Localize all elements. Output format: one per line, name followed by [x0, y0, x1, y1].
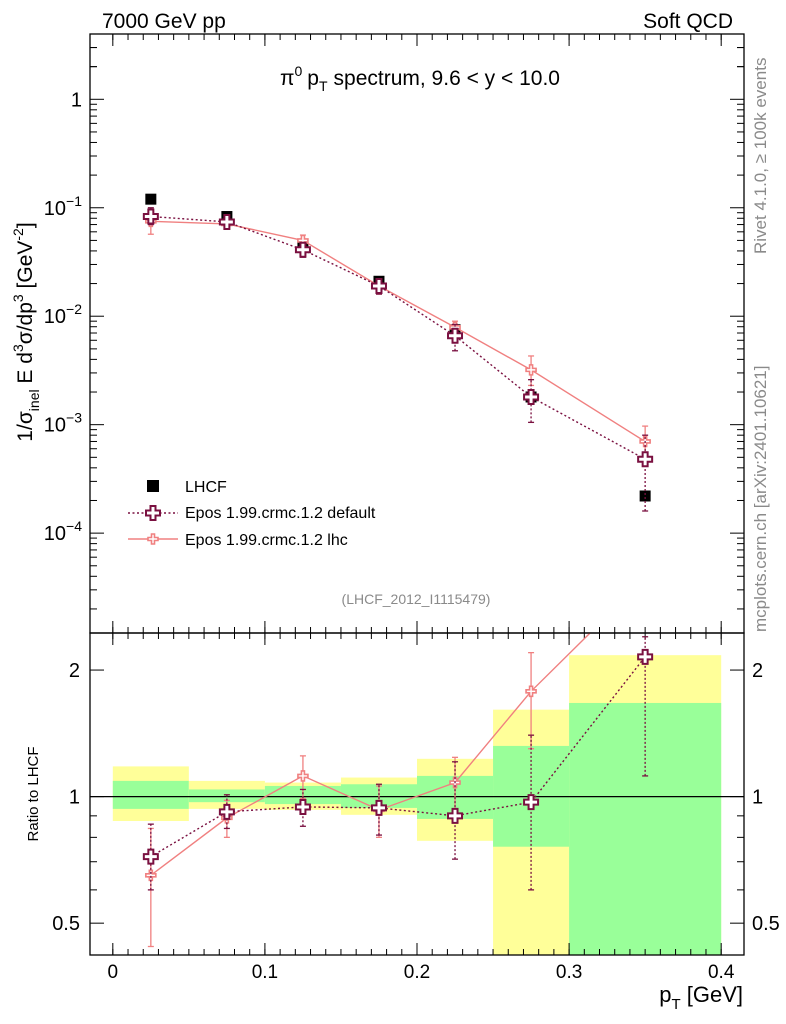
main-y-tick-base: 10: [44, 523, 66, 545]
xlabel-unit: [GeV]: [681, 982, 743, 1007]
ylabel-d: 3: [10, 344, 26, 352]
x-tick-label: 0: [108, 962, 119, 983]
epos-default-line: [150, 215, 646, 460]
epos-default-ratio-marker: [447, 807, 464, 824]
xlabel-p: p: [659, 982, 671, 1007]
ratio-series-group: [142, 574, 654, 948]
epos-lhc-ratio-marker: [145, 869, 157, 882]
epos-default-ratio-marker: [523, 794, 540, 811]
ylabel-a: 1/σ: [14, 411, 37, 442]
ylabel-e: σ/dp: [14, 302, 37, 344]
x-tick-label: 0.1: [252, 962, 278, 983]
ratio-y-tick-label-left: 2: [69, 660, 80, 682]
ylabel-i: ]: [14, 222, 37, 228]
side-mcplots-label: mcplots.cern.ch [arXiv:2401.10621]: [751, 366, 770, 632]
main-y-tick-base: 10: [44, 306, 66, 328]
main-y-tick-label: 10−1: [44, 193, 82, 220]
ratio-band-green: [112, 780, 189, 809]
epos-default-marker: [370, 277, 387, 294]
ratio-panel-frame: [89, 632, 745, 956]
epos-default-marker: [142, 208, 159, 225]
ratio-y-axis-label: Ratio to LHCF: [25, 746, 42, 841]
x-axis-label: pT [GeV]: [659, 982, 743, 1013]
main-panel: 110−110−210−310−4 π0 pT spectrum, 9.6 < y …: [10, 33, 745, 634]
x-tick-label: 0.4: [708, 962, 735, 983]
main-y-tick-base: 1: [71, 89, 82, 111]
main-y-tick-label: 1: [71, 89, 82, 111]
epos-default-marker: [294, 241, 311, 258]
legend-lhc-marker: [147, 533, 159, 545]
lhcf-data-point: [145, 193, 157, 205]
main-y-axis-label: 1/σinel E d3σ/dp3 [GeV-2]: [10, 222, 42, 441]
ylabel-c: E d: [14, 352, 37, 389]
epos-default-ratio-marker: [294, 798, 311, 815]
ratio-y-tick-label-right: 1: [752, 787, 763, 809]
epos-default-ratio-marker: [370, 799, 387, 816]
ylabel-b: inel: [26, 389, 42, 411]
xlabel-sub: T: [671, 996, 680, 1013]
x-tick-label: 0.2: [404, 962, 430, 983]
epos-default-marker: [447, 327, 464, 344]
main-y-tick-label: 10−4: [44, 518, 82, 545]
epos-default-marker: [523, 388, 540, 405]
epos-lhc-marker: [525, 364, 537, 376]
epos-lhc-ratio-marker: [640, 574, 650, 584]
header-collision-label: 7000 GeV pp: [102, 10, 226, 33]
ratio-y-tick-label-right: 2: [752, 660, 763, 682]
main-y-tick-exponent: −3: [66, 410, 82, 426]
ratio-panel: 0 0.1 0.2 0.3 0.4 0.5 0.5 1 1 2 2 Ratio to LHCF pT…: [25, 574, 780, 1013]
analysis-id-label: (LHCF_2012_I1115479): [342, 591, 491, 607]
lhcf-data-point: [639, 490, 651, 502]
epos-lhc-ratio-marker: [525, 685, 537, 698]
main-y-tick-exponent: −1: [66, 193, 82, 209]
ylabel-h: -2: [10, 228, 26, 241]
side-rivet-label: Rivet 4.1.0, ≥ 100k events: [751, 58, 770, 254]
epos-default-marker: [637, 451, 654, 468]
ratio-band-green: [569, 702, 722, 955]
epos-default-ratio-marker: [218, 803, 235, 820]
title-rest: spectrum, 9.6 < y < 10.0: [334, 67, 560, 90]
epos-lhc-line: [150, 220, 646, 443]
legend-default-marker: [145, 505, 161, 521]
title-pi: π: [280, 67, 295, 90]
header-process-label: Soft QCD: [643, 10, 733, 33]
epos-default-marker: [218, 213, 235, 230]
title-pi-sup: 0: [294, 63, 302, 79]
main-title: π0 pT spectrum, 9.6 < y < 10.0: [280, 63, 560, 94]
legend-default-label: Epos 1.99.crmc.1.2 default: [185, 505, 376, 522]
main-y-tick-label: 10−3: [44, 410, 82, 437]
main-y-tick-exponent: −2: [66, 301, 82, 317]
ratio-y-tick-label-left: 0.5: [52, 913, 80, 935]
legend: LHCF Epos 1.99.crmc.1.2 default Epos 1.9…: [128, 479, 376, 549]
ratio-y-tick-label-left: 1: [69, 787, 80, 809]
legend-lhc-label: Epos 1.99.crmc.1.2 lhc: [185, 532, 348, 549]
main-y-tick-label: 10−2: [44, 301, 82, 328]
x-tick-label: 0.3: [556, 962, 582, 983]
epos-default-ratio-marker: [142, 848, 159, 865]
legend-lhcf-label: LHCF: [185, 479, 227, 496]
ratio-y-tick-label-right: 0.5: [752, 913, 780, 935]
ylabel-f: 3: [10, 294, 26, 302]
ylabel-g: [GeV: [14, 241, 37, 295]
legend-lhcf-marker: [147, 480, 159, 492]
main-y-tick-base: 10: [44, 415, 66, 437]
main-y-tick-exponent: −4: [66, 518, 82, 534]
epos-lhc-ratio-marker: [297, 770, 309, 782]
epos-default-ratio-marker: [637, 648, 654, 665]
main-y-tick-base: 10: [44, 198, 66, 220]
title-p: p: [307, 67, 319, 90]
title-p-sub: T: [319, 78, 328, 94]
